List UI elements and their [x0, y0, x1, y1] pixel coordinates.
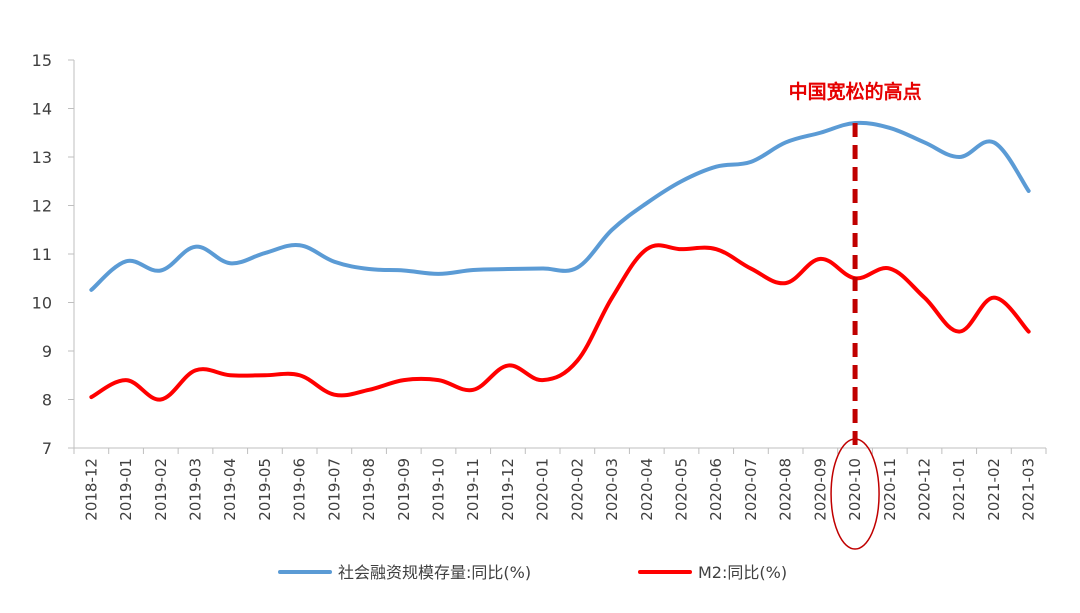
x-tick-label: 2021-02	[985, 458, 1003, 521]
x-tick-label: 2019-10	[430, 458, 448, 521]
x-tick-label: 2019-09	[395, 458, 413, 521]
y-tick-label: 15	[32, 51, 52, 70]
series-line-m2	[89, 243, 1031, 402]
x-tick-label: 2019-02	[152, 458, 170, 521]
y-tick-label: 13	[32, 148, 52, 167]
x-tick-label: 2020-10	[846, 458, 864, 521]
x-tick-label: 2020-03	[603, 458, 621, 521]
x-tick-label: 2020-08	[777, 458, 795, 521]
x-tick-label: 2020-11	[881, 458, 899, 521]
y-tick-label: 14	[32, 100, 52, 119]
x-tick-label: 2020-04	[638, 458, 656, 521]
x-tick-label: 2020-01	[534, 458, 552, 521]
y-tick-label: 9	[42, 342, 52, 361]
x-tick-label: 2019-11	[464, 458, 482, 521]
legend-label: M2:同比(%)	[698, 563, 787, 582]
x-tick-label: 2019-07	[325, 458, 343, 521]
legend: 社会融资规模存量:同比(%) M2:同比(%)	[278, 563, 787, 582]
x-tick-label: 2019-08	[360, 458, 378, 521]
x-tick-label: 2019-06	[291, 458, 309, 521]
x-tick-label: 2020-02	[568, 458, 586, 521]
y-tick-label: 8	[42, 391, 52, 410]
x-tick-label: 2019-12	[499, 458, 517, 521]
x-tick-label: 2021-01	[950, 458, 968, 521]
x-tick-label: 2019-01	[117, 458, 135, 521]
x-tick-label: 2020-09	[811, 458, 829, 521]
legend-label: 社会融资规模存量:同比(%)	[338, 563, 531, 582]
legend-item-m2: M2:同比(%)	[638, 563, 787, 582]
x-tick-label: 2020-05	[673, 458, 691, 521]
x-tick-label: 2018-12	[82, 458, 100, 521]
y-tick-label: 7	[42, 439, 52, 458]
series-line-social-financing	[89, 120, 1031, 292]
y-tick-label: 12	[32, 197, 52, 216]
y-tick-label: 10	[32, 294, 52, 313]
x-axis-ticks: 2018-12 2019-01 2019-02 2019-03 2019-04 2019-…	[73, 448, 1047, 521]
x-tick-label: 2020-06	[707, 458, 725, 521]
x-tick-label: 2020-07	[742, 458, 760, 521]
x-tick-label: 2019-05	[256, 458, 274, 521]
x-tick-label: 2019-03	[187, 458, 205, 521]
series-layer	[89, 120, 1031, 402]
x-tick-label: 2021-03	[1020, 458, 1038, 521]
x-tick-label: 2020-12	[916, 458, 934, 521]
annotation-label: 中国宽松的高点	[789, 80, 922, 103]
annotation-layer: 中国宽松的高点	[789, 80, 922, 550]
legend-item-social-financing: 社会融资规模存量:同比(%)	[278, 563, 531, 582]
y-tick-label: 11	[32, 245, 52, 264]
y-axis-ticks: 7 8 9 10 11 12 13 14 15	[32, 51, 74, 458]
x-tick-label: 2019-04	[221, 458, 239, 521]
annotation-ellipse	[830, 438, 880, 550]
